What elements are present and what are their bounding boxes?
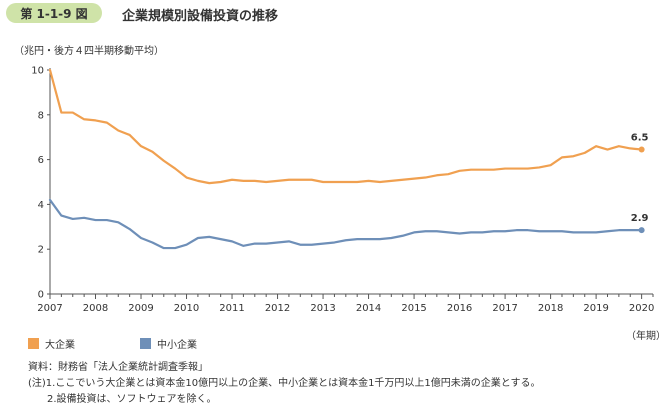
legend-item-small: 中小企業 <box>140 336 197 351</box>
figure-number-badge: 第 1-1-9 図 <box>6 3 102 23</box>
series-end-label-small: 2.9 <box>631 213 649 224</box>
chart-notes: 資料：財務省「法人企業統計調査季報」 (注)1.ここでいう大企業とは資本金10億… <box>28 360 541 408</box>
y-tick-label: 8 <box>38 110 44 121</box>
footnote-2: 2.設備投資は、ソフトウェアを除く。 <box>47 394 217 405</box>
x-tick-label: 2019 <box>583 303 608 314</box>
y-tick-label: 2 <box>38 245 44 256</box>
x-tick-label: 2017 <box>492 303 517 314</box>
legend-swatch-small <box>140 338 151 349</box>
x-tick-label: 2018 <box>538 303 563 314</box>
y-tick-label: 6 <box>38 155 44 166</box>
x-tick-label: 2007 <box>37 303 62 314</box>
series-line-small <box>48 198 643 250</box>
x-axis-unit-label: （年期） <box>626 331 664 342</box>
y-tick-label: 4 <box>38 200 44 211</box>
legend-label-large: 大企業 <box>45 340 75 351</box>
figure-title: 企業規模別設備投資の推移 <box>122 9 279 24</box>
legend-swatch-large <box>28 338 39 349</box>
figure-header: 第 1-1-9 図 企業規模別設備投資の推移 <box>0 0 664 26</box>
legend-label-small: 中小企業 <box>157 340 197 351</box>
x-tick-label: 2010 <box>174 303 199 314</box>
y-tick-label: 10 <box>31 66 44 77</box>
x-tick-label: 2012 <box>265 303 290 314</box>
y-axis-unit-label: （兆円・後方４四半期移動平均） <box>14 46 164 57</box>
y-tick-label: 0 <box>38 290 44 301</box>
x-tick-label: 2008 <box>83 303 108 314</box>
x-tick-label: 2011 <box>219 303 244 314</box>
series-end-point-small <box>638 227 645 234</box>
x-tick-label: 2013 <box>310 303 335 314</box>
x-tick-label: 2020 <box>629 303 654 314</box>
x-tick-label: 2014 <box>356 303 381 314</box>
series-line-large <box>48 68 643 185</box>
x-tick-label: 2009 <box>128 303 153 314</box>
footnote-1: (注)1.ここでいう大企業とは資本金10億円以上の企業、中小企業とは資本金1千万… <box>28 378 541 389</box>
series-end-point-large <box>638 146 645 153</box>
x-tick-label: 2015 <box>401 303 426 314</box>
series-end-label-large: 6.5 <box>631 133 649 144</box>
x-tick-label: 2016 <box>447 303 472 314</box>
source-note: 資料：財務省「法人企業統計調査季報」 <box>28 362 208 373</box>
legend-item-large: 大企業 <box>28 336 75 351</box>
